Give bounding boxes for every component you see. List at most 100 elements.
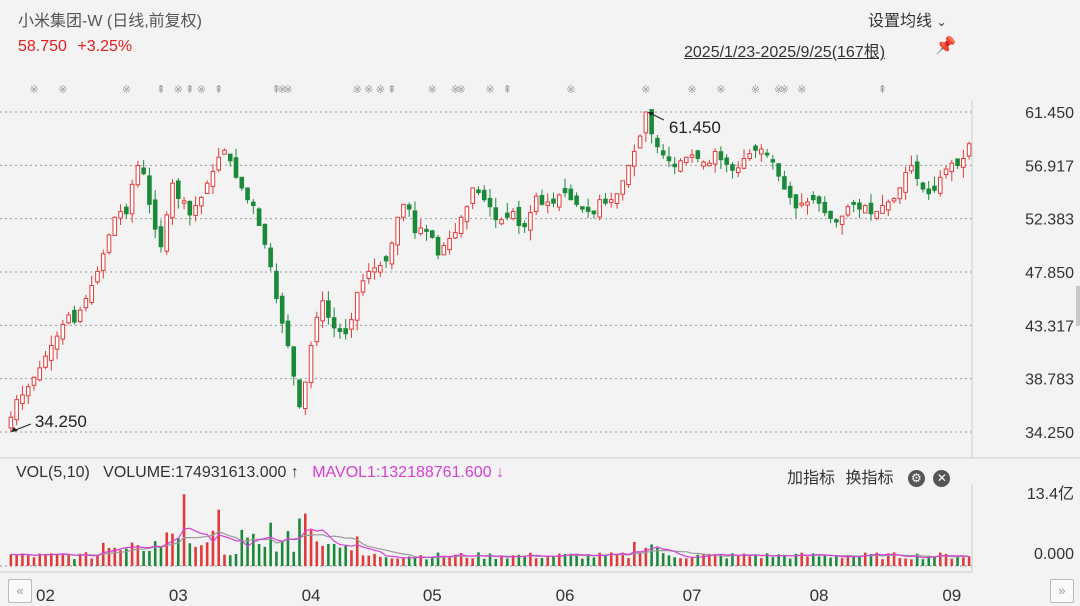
price-tick-label: 43.317 (1025, 318, 1074, 335)
volume-bar (153, 541, 157, 566)
candle-body (164, 214, 170, 252)
candle-body (741, 157, 747, 169)
volume-bar (286, 531, 290, 566)
candle-body (516, 206, 522, 227)
volume-bar (67, 555, 70, 566)
volume-bar (690, 557, 694, 566)
high-arrow-head (647, 112, 654, 116)
pin-icon[interactable]: 📌 (935, 36, 957, 55)
candle-body (528, 212, 533, 231)
volume-bar (956, 557, 959, 566)
volume-bar (760, 558, 763, 566)
date-range[interactable]: 2025/1/23-2025/9/25(167根) (684, 44, 886, 61)
candle-body (193, 205, 198, 216)
volume-bar (575, 554, 578, 566)
volume-bar (517, 554, 521, 566)
event-marker-icon: ※ (716, 84, 725, 96)
candle-body (759, 148, 764, 155)
ma-setting-dropdown[interactable]: 设置均线 ⌄ (868, 7, 947, 31)
candle-body (655, 137, 660, 148)
volume-bar (656, 547, 659, 566)
candle-body (597, 199, 602, 218)
candle-body (106, 234, 112, 253)
candle-body (331, 317, 337, 329)
candle-body (60, 323, 66, 340)
scroll-left-button[interactable]: « (8, 579, 32, 603)
month-label: 08 (810, 586, 829, 605)
event-marker-icon: ※ (457, 84, 466, 96)
candle-body (701, 161, 706, 167)
volume-bar (719, 554, 723, 566)
volume-bar (136, 545, 140, 566)
candle-body (683, 156, 689, 163)
candle-body (349, 319, 354, 330)
candle-body (955, 158, 960, 167)
candle-body (268, 247, 273, 268)
volume-bar (529, 552, 532, 566)
gear-icon[interactable]: ⚙ (907, 470, 925, 488)
candle-body (753, 145, 758, 151)
candle-body (828, 210, 833, 219)
volume-bar (38, 553, 42, 566)
vertical-scrollbar[interactable] (1076, 286, 1080, 326)
event-marker-icon: ※ (687, 84, 696, 96)
candle-body (562, 187, 568, 194)
candle-body (83, 297, 89, 309)
volume-bar (881, 559, 884, 566)
candle-body (914, 161, 920, 179)
volume-bar (904, 558, 907, 566)
candle-body (522, 223, 527, 228)
candle-body (874, 210, 880, 219)
event-marker-icon: ※ (428, 84, 437, 96)
candle-body (95, 270, 100, 283)
close-icon[interactable]: ✕ (933, 470, 951, 488)
volume-bar (84, 552, 88, 566)
volume-bar (275, 551, 278, 566)
volume-bar (823, 554, 827, 566)
volume-bar (142, 550, 145, 566)
candle-body (245, 187, 250, 201)
candle-body (181, 200, 187, 204)
candle-body (435, 236, 441, 256)
event-marker-icon: ※ (353, 84, 362, 96)
volume-bar (661, 553, 665, 566)
volume-bar (494, 558, 498, 566)
candle-body (152, 199, 158, 230)
volume-bar (15, 555, 18, 566)
candle-body (937, 176, 943, 194)
add-indicator-button[interactable]: 加指标 (787, 470, 836, 487)
candle-body (943, 168, 949, 175)
event-marker-icon: ※ (451, 84, 460, 96)
volume-bar (257, 544, 261, 566)
candle-body (730, 164, 735, 171)
candle-body (810, 195, 816, 201)
volume-bar (471, 558, 474, 566)
volume-bar (61, 554, 65, 566)
candle-body (862, 205, 868, 214)
price-tick-label: 52.383 (1025, 212, 1074, 229)
volume-bar (811, 553, 815, 566)
candle-body (66, 314, 71, 324)
volume-bar (130, 542, 134, 566)
event-marker-icon: ※ (364, 84, 373, 96)
scroll-right-button[interactable]: » (1050, 579, 1074, 603)
volume-bar (667, 555, 671, 566)
volume-bar (321, 545, 324, 566)
candle-body (764, 152, 770, 156)
candle-body (510, 210, 516, 220)
candle-body (118, 210, 123, 219)
volume-bar (615, 554, 619, 566)
volume-bar (506, 558, 509, 566)
switch-indicator-button[interactable]: 换指标 (845, 470, 894, 487)
volume-bar (713, 554, 717, 566)
candle-body (770, 159, 776, 163)
candle-body (585, 206, 591, 212)
volume-bar (609, 552, 613, 566)
candle-body (834, 219, 839, 223)
candle-body (175, 180, 181, 199)
candle-body (782, 176, 787, 190)
candle-body (533, 195, 539, 213)
candle-body (608, 199, 614, 203)
event-marker-icon: ※ (278, 84, 287, 96)
